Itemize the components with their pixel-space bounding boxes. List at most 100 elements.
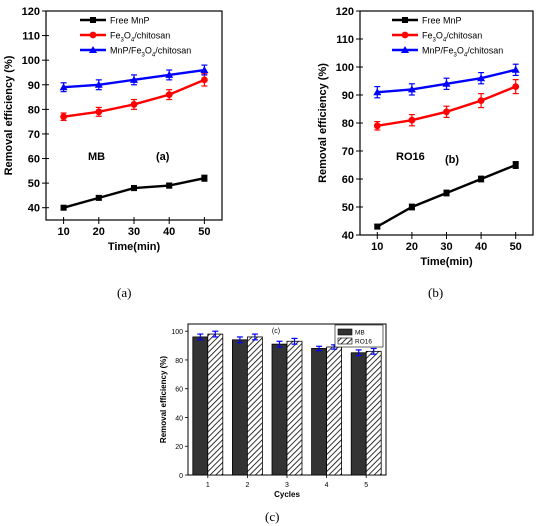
x-tick-label: 50	[198, 226, 210, 238]
y-tick-label: 60	[342, 174, 354, 186]
y-tick-label: 100	[171, 329, 183, 336]
legend-marker	[89, 46, 97, 53]
y-tick-label: 90	[342, 90, 354, 102]
x-tick-label: 10	[57, 226, 69, 238]
bar	[271, 343, 288, 476]
marker-triangle	[59, 83, 68, 91]
y-tick-label: 40	[342, 230, 354, 242]
bar	[246, 336, 263, 476]
chart-a: 40 50 60 70 80 90 100 110 120 10 20 30 40 50 Time(min)…	[3, 6, 223, 253]
x-tick-label: 1	[206, 482, 210, 489]
marker-triangle	[94, 80, 103, 88]
marker-square	[478, 176, 485, 182]
x-axis-label: Time(min)	[420, 256, 473, 268]
y-tick-label: 60	[175, 387, 183, 394]
y-tick-label: 40	[28, 203, 40, 215]
legend-swatch	[337, 337, 353, 345]
marker-circle	[373, 122, 381, 130]
marker-triangle	[407, 85, 416, 93]
bar	[326, 346, 343, 476]
bar	[365, 350, 382, 476]
bar	[286, 340, 303, 476]
annotation: (c)	[272, 328, 280, 335]
y-tick-label: 80	[342, 118, 354, 130]
annotation: (a)	[156, 151, 170, 163]
legend-swatch	[337, 328, 353, 336]
marker-square	[201, 175, 208, 182]
x-tick-label: 10	[371, 241, 383, 253]
y-tick-label: 120	[22, 6, 40, 18]
y-tick-label: 80	[175, 358, 183, 365]
legend-label: Free MnP	[110, 16, 150, 26]
x-tick-label: 30	[440, 241, 452, 253]
y-axis-label: Removal efficiency (%)	[317, 63, 329, 183]
marker-square	[131, 185, 137, 192]
bar	[311, 348, 328, 476]
bar	[350, 352, 367, 476]
legend-marker	[401, 31, 409, 39]
marker-circle	[165, 91, 173, 98]
marker-square	[443, 190, 450, 196]
legend-label: MnP/Fe3O4/chitosan	[422, 46, 503, 59]
series-line	[63, 177, 205, 209]
legend-label: RO16	[355, 339, 372, 346]
y-tick-label: 120	[336, 6, 354, 18]
marker-triangle	[373, 88, 382, 96]
y-tick-label: 110	[22, 31, 40, 43]
bar	[231, 339, 248, 476]
marker-triangle	[511, 65, 520, 73]
x-axis-label: Time(min)	[108, 241, 161, 253]
annotation: RO16	[396, 151, 425, 163]
legend-label: MB	[355, 330, 365, 337]
x-tick-label: 40	[163, 226, 175, 238]
marker-square	[95, 194, 102, 201]
y-tick-label: 70	[28, 129, 40, 141]
bar	[192, 336, 209, 476]
x-tick-label: 30	[128, 226, 140, 238]
marker-square	[512, 162, 519, 168]
marker-square	[166, 182, 173, 189]
x-tick-label: 40	[475, 241, 487, 253]
marker-circle	[512, 83, 520, 90]
marker-square	[60, 204, 67, 211]
y-tick-label: 100	[22, 55, 40, 67]
annotation: MB	[88, 151, 105, 163]
legend-label: MnP/Fe3O4/chitosan	[110, 46, 191, 59]
x-axis-label: Cycles	[274, 490, 300, 499]
legend-label: Fe3O4/chitosan	[110, 31, 170, 44]
y-axis-label: Removal efficiency (%)	[159, 356, 168, 443]
x-tick-label: 20	[93, 226, 105, 238]
chart-c: 0 20 40 60 80 100 1 2 3 4 5 Cycles Removal efficienc…	[159, 323, 387, 499]
y-tick-label: 50	[342, 202, 354, 214]
legend-label: Free MnP	[422, 16, 462, 26]
y-tick-label: 0	[179, 473, 183, 480]
y-tick-label: 90	[28, 80, 40, 92]
legend-marker	[401, 46, 409, 53]
y-tick-label: 110	[336, 34, 354, 46]
y-axis-label: Removal efficiency (%)	[3, 55, 15, 175]
marker-circle	[130, 101, 138, 108]
y-tick-label: 100	[336, 62, 354, 74]
marker-triangle	[442, 79, 451, 87]
marker-circle	[408, 116, 416, 124]
x-tick-label: 4	[325, 482, 329, 489]
legend-marker	[402, 17, 408, 23]
y-tick-label: 50	[28, 178, 40, 190]
y-tick-label: 20	[175, 444, 183, 451]
y-tick-label: 40	[175, 415, 183, 422]
legend-marker	[90, 17, 96, 23]
marker-square	[374, 223, 381, 230]
marker-circle	[201, 76, 208, 84]
y-tick-label: 70	[342, 146, 354, 158]
y-tick-label: 80	[28, 104, 40, 116]
marker-square	[408, 204, 415, 210]
marker-circle	[95, 108, 103, 116]
y-tick-label: 60	[28, 154, 40, 166]
annotation: (b)	[445, 154, 459, 166]
chart-b: 40 50 60 70 80 90 100 110 120 10 20 30 40 50 Time(min)…	[317, 6, 534, 268]
marker-triangle	[477, 74, 486, 82]
x-tick-label: 2	[245, 482, 249, 489]
marker-circle	[443, 108, 450, 116]
marker-triangle	[165, 70, 174, 78]
